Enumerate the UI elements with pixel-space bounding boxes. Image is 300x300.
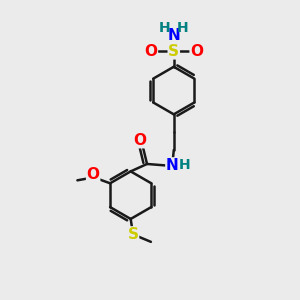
Text: O: O xyxy=(190,44,203,59)
Text: N: N xyxy=(166,158,179,173)
Text: O: O xyxy=(87,167,100,182)
Text: S: S xyxy=(128,227,139,242)
Text: N: N xyxy=(167,28,180,44)
Text: O: O xyxy=(144,44,158,59)
Text: H: H xyxy=(159,21,171,35)
Text: H: H xyxy=(177,21,188,35)
Text: S: S xyxy=(168,44,179,59)
Text: O: O xyxy=(134,133,147,148)
Text: H: H xyxy=(179,158,190,172)
